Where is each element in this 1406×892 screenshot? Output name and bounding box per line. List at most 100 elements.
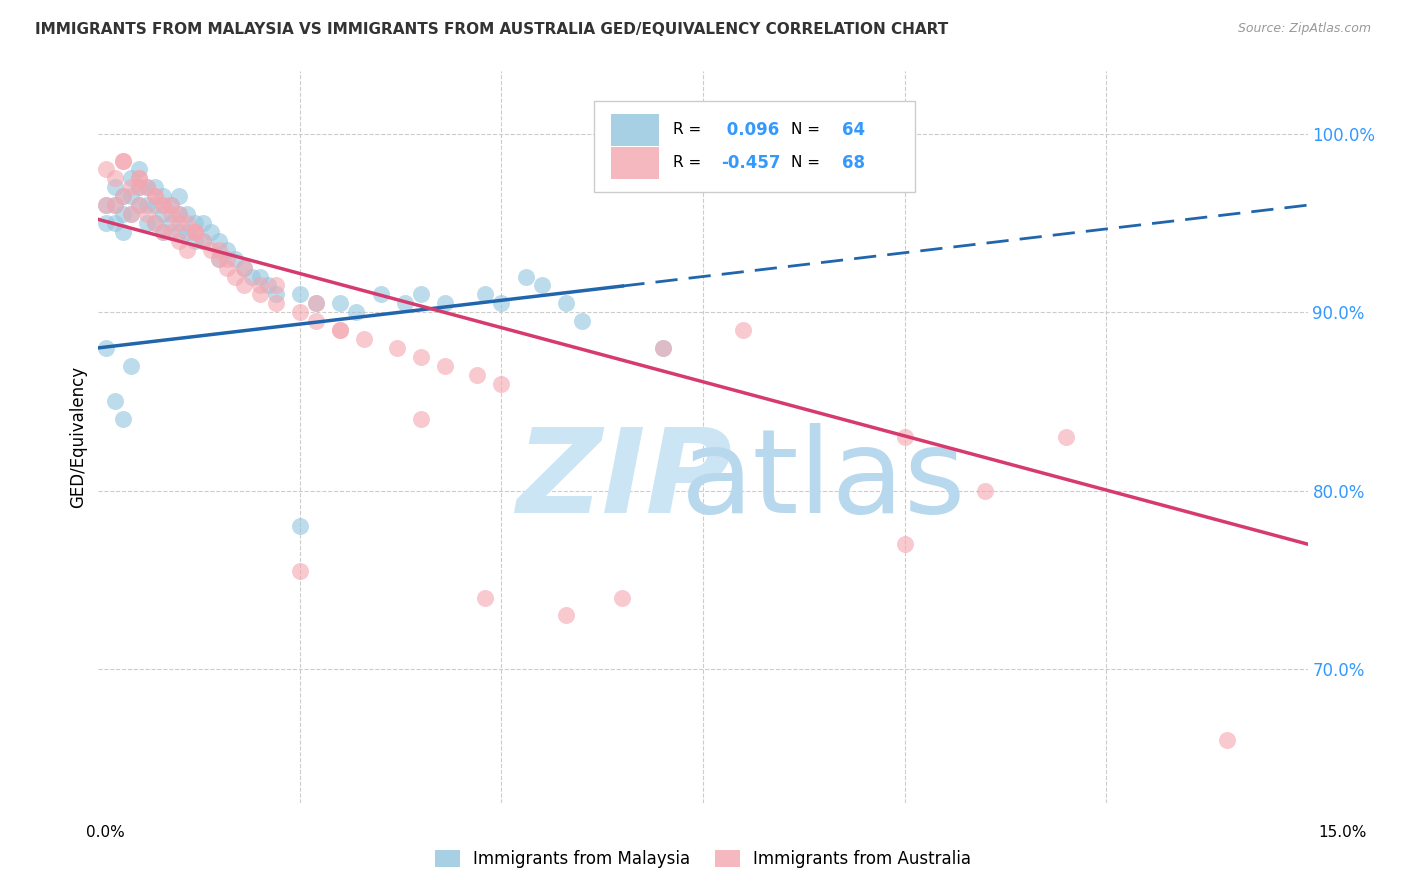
Point <box>167 225 190 239</box>
Point <box>370 287 392 301</box>
Point <box>143 216 166 230</box>
Point <box>120 180 142 194</box>
Point <box>160 198 183 212</box>
Point <box>394 296 416 310</box>
Text: N =: N = <box>792 155 820 170</box>
Point <box>143 189 166 203</box>
Point <box>103 198 125 212</box>
Point <box>135 207 157 221</box>
Point <box>555 296 578 310</box>
Point <box>176 216 198 230</box>
Point <box>240 269 263 284</box>
Point <box>200 243 222 257</box>
Point <box>128 162 150 177</box>
Point <box>208 252 231 266</box>
Text: N =: N = <box>792 122 820 137</box>
Point <box>329 296 352 310</box>
Point <box>160 225 183 239</box>
Text: IMMIGRANTS FROM MALAYSIA VS IMMIGRANTS FROM AUSTRALIA GED/EQUIVALENCY CORRELATIO: IMMIGRANTS FROM MALAYSIA VS IMMIGRANTS F… <box>35 22 949 37</box>
Point <box>434 359 457 373</box>
Point <box>208 243 231 257</box>
FancyBboxPatch shape <box>612 146 659 179</box>
Text: -0.457: -0.457 <box>721 153 780 172</box>
Point <box>167 207 190 221</box>
Point <box>385 341 408 355</box>
Point <box>217 243 239 257</box>
Point <box>612 591 634 605</box>
Point <box>128 198 150 212</box>
Legend: Immigrants from Malaysia, Immigrants from Australia: Immigrants from Malaysia, Immigrants fro… <box>427 843 979 875</box>
Text: atlas: atlas <box>682 424 966 539</box>
Point <box>208 234 231 248</box>
Point <box>167 234 190 248</box>
Text: 64: 64 <box>842 121 865 139</box>
Point <box>103 216 125 230</box>
Point <box>217 260 239 275</box>
Point <box>135 180 157 194</box>
Point <box>974 483 997 498</box>
Point <box>120 207 142 221</box>
Point <box>353 332 375 346</box>
Point <box>152 198 174 212</box>
Point <box>329 323 352 337</box>
Point <box>128 171 150 186</box>
Point <box>530 278 553 293</box>
Point <box>128 180 150 194</box>
Point <box>135 198 157 212</box>
Point <box>96 198 118 212</box>
Point <box>249 278 271 293</box>
Point <box>96 341 118 355</box>
Point <box>200 225 222 239</box>
Point <box>491 296 513 310</box>
Point <box>193 234 215 248</box>
Point <box>184 234 207 248</box>
Point <box>409 412 432 426</box>
Point <box>224 269 246 284</box>
Point <box>184 225 207 239</box>
Text: 0.0%: 0.0% <box>86 825 125 840</box>
Point <box>143 180 166 194</box>
Point <box>232 260 254 275</box>
Point <box>176 207 198 221</box>
Text: ZIP: ZIP <box>516 424 733 539</box>
Point <box>111 189 134 203</box>
Point <box>143 216 166 230</box>
Point <box>103 171 125 186</box>
Point <box>96 216 118 230</box>
Point <box>288 564 311 578</box>
Point <box>103 180 125 194</box>
Point <box>329 323 352 337</box>
Point <box>249 287 271 301</box>
Point <box>232 278 254 293</box>
Point <box>288 305 311 319</box>
Point <box>96 162 118 177</box>
Point <box>128 198 150 212</box>
Point <box>491 376 513 391</box>
Point <box>893 430 915 444</box>
Point <box>733 323 755 337</box>
Point <box>96 198 118 212</box>
Point <box>434 296 457 310</box>
Point <box>111 153 134 168</box>
Point <box>1216 733 1239 747</box>
Point <box>184 216 207 230</box>
Point <box>111 153 134 168</box>
Point <box>167 216 190 230</box>
Point <box>264 278 287 293</box>
Point <box>152 198 174 212</box>
Point <box>893 537 915 551</box>
FancyBboxPatch shape <box>612 114 659 146</box>
Text: R =: R = <box>672 122 702 137</box>
Point <box>128 180 150 194</box>
Point <box>120 359 142 373</box>
Point <box>120 207 142 221</box>
Point <box>111 225 134 239</box>
Point <box>128 171 150 186</box>
Text: 0.096: 0.096 <box>721 121 779 139</box>
Point <box>224 252 246 266</box>
Point <box>152 225 174 239</box>
Point <box>288 287 311 301</box>
Point <box>160 207 183 221</box>
Point <box>103 198 125 212</box>
Point <box>232 260 254 275</box>
